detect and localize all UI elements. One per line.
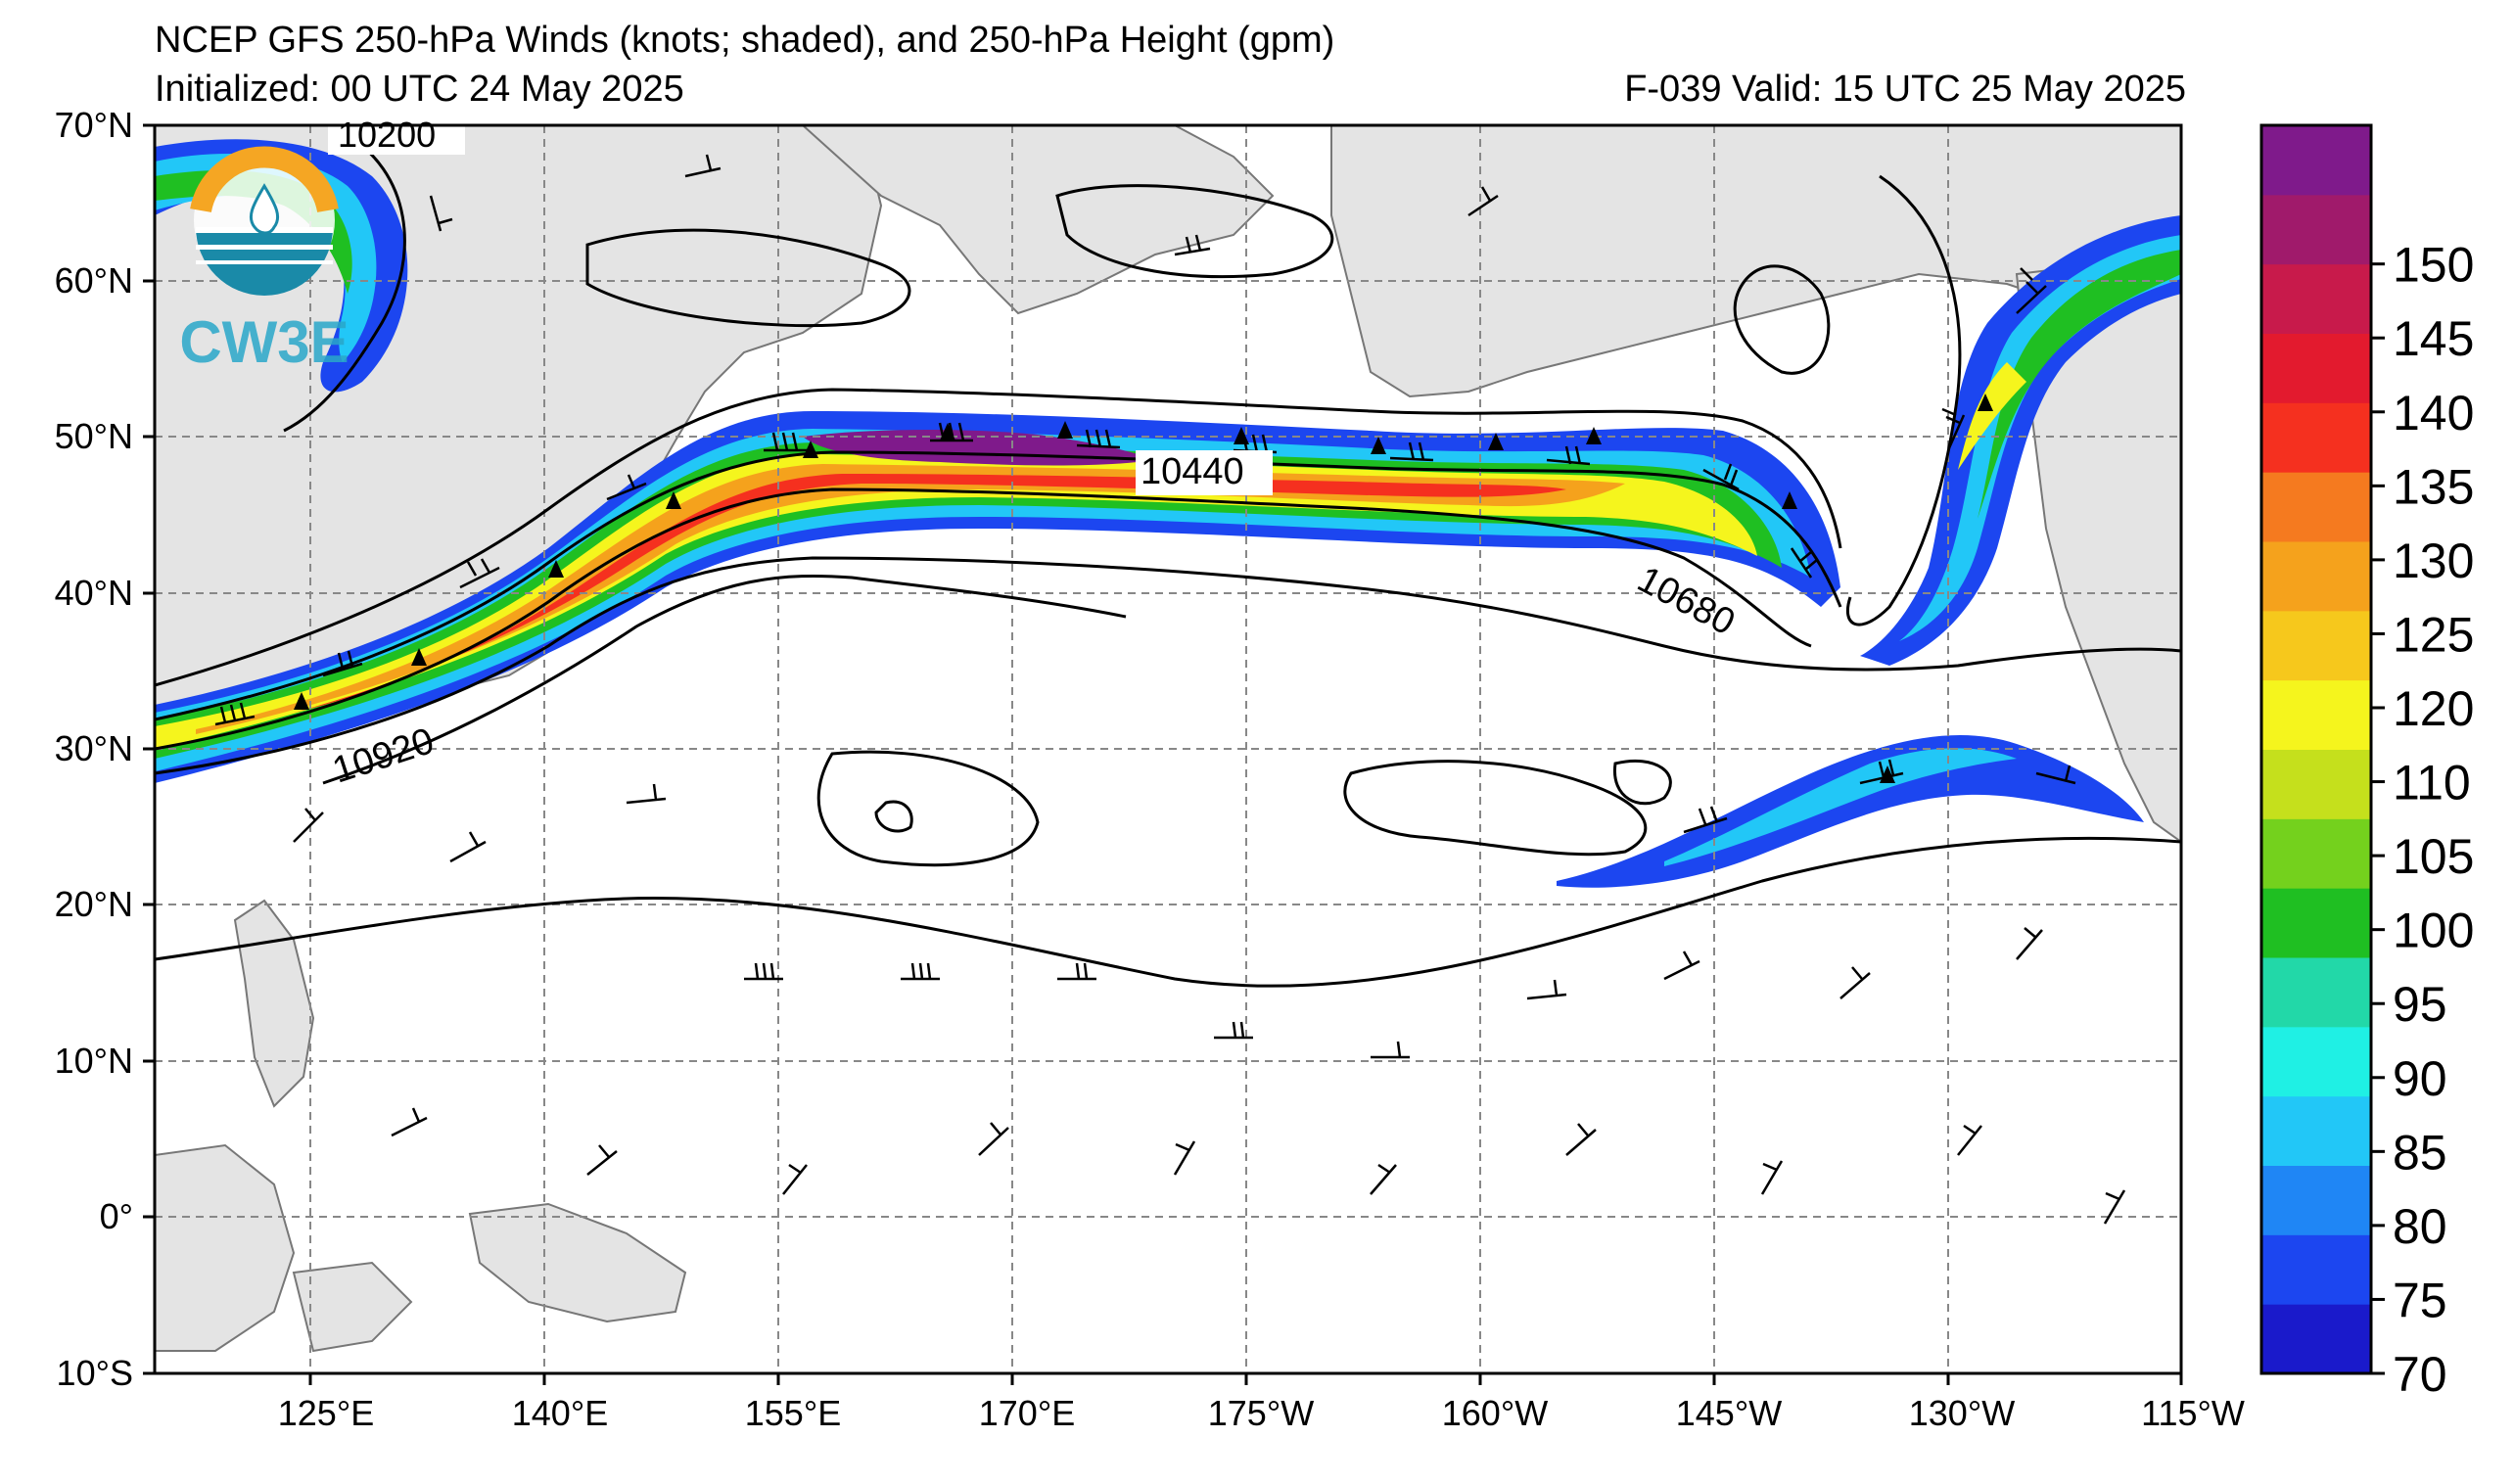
colorbar-segment xyxy=(2261,263,2371,334)
height-contours xyxy=(155,130,2181,988)
lat-label: 30°N xyxy=(55,728,133,768)
lon-label: 175°W xyxy=(1208,1393,1314,1433)
land-philippines xyxy=(233,899,315,1108)
cw3e-logo: CW3E xyxy=(179,146,349,375)
lat-label: 60°N xyxy=(55,260,133,301)
land-north-america-west xyxy=(2015,253,2181,844)
lat-label: 50°N xyxy=(55,416,133,456)
colorbar-tick-label: 140 xyxy=(2393,386,2474,441)
lat-label: 0° xyxy=(100,1196,133,1236)
colorbar-tick-label: 80 xyxy=(2393,1199,2447,1254)
colorbar-segment xyxy=(2261,402,2371,473)
contour-closed-alaska xyxy=(1733,264,1831,375)
contour-nw-loop xyxy=(585,228,911,328)
lat-label: 20°N xyxy=(55,884,133,924)
colorbar-tick-label: 145 xyxy=(2393,311,2474,366)
colorbar-tick-label: 85 xyxy=(2393,1125,2447,1180)
colorbar-segment xyxy=(2261,818,2371,889)
longitude-labels: 125°E 140°E 155°E 170°E 175°W 160°W 145°… xyxy=(278,1393,2245,1433)
init-time: Initialized: 00 UTC 24 May 2025 xyxy=(155,69,684,110)
colorbar-tick-label: 110 xyxy=(2393,756,2471,811)
colorbar-tick-label: 150 xyxy=(2393,238,2474,293)
ne-jet-shading xyxy=(1860,215,2181,666)
colorbar-tick-label: 70 xyxy=(2393,1347,2447,1402)
contour-line-10200 xyxy=(283,130,406,433)
contour-trough-east xyxy=(1845,174,1962,626)
colorbar-tick-label: 125 xyxy=(2393,607,2474,662)
lon-label: 155°E xyxy=(745,1393,841,1433)
wind-barbs xyxy=(214,154,2126,1225)
lon-label: 170°E xyxy=(979,1393,1075,1433)
colorbar-tick-label: 105 xyxy=(2393,829,2474,884)
colorbar-tick-label: 120 xyxy=(2393,681,2474,736)
lon-label: 115°W xyxy=(2141,1393,2245,1433)
colorbar-tick-label: 135 xyxy=(2393,459,2474,514)
contour-label-10200: 10200 xyxy=(338,115,436,155)
lat-label: 70°N xyxy=(55,105,133,145)
contour-line-mid xyxy=(155,487,1812,751)
colorbar-segment xyxy=(2261,1095,2371,1166)
colorbar-tick-label: 130 xyxy=(2393,533,2474,588)
colorbar-segment xyxy=(2261,957,2371,1028)
colorbar-segment xyxy=(2261,888,2371,958)
colorbar-segment xyxy=(2261,541,2371,612)
colorbar-segment xyxy=(2261,679,2371,750)
valid-time: F-039 Valid: 15 UTC 25 May 2025 xyxy=(1624,69,2186,110)
lon-label: 125°E xyxy=(278,1393,374,1433)
colorbar-tick-label: 95 xyxy=(2393,977,2447,1032)
colorbar: 150 145 140 135 130 125 120 110 105 100 95 90 85 80 75… xyxy=(2259,123,2474,1402)
lat-label: 40°N xyxy=(55,573,133,613)
contour-loop-east xyxy=(1343,760,1648,857)
subtropical-jet-shading xyxy=(1557,735,2144,888)
land-kamchatka-siberia xyxy=(801,125,1275,315)
map-title: NCEP GFS 250-hPa Winds (knots; shaded), … xyxy=(155,20,1335,61)
colorbar-segment xyxy=(2261,1304,2371,1374)
contour-line-10680 xyxy=(155,556,2181,775)
lon-label: 130°W xyxy=(1909,1393,2015,1433)
land-new-guinea xyxy=(468,1202,687,1323)
colorbar-segment xyxy=(2261,1026,2371,1097)
colorbar-segment xyxy=(2261,125,2371,196)
colorbar-segment xyxy=(2261,333,2371,403)
colorbar-segment xyxy=(2261,1234,2371,1305)
colorbar-segment xyxy=(2261,749,2371,819)
logo-text: CW3E xyxy=(179,309,349,375)
colorbar-tick-label: 75 xyxy=(2393,1273,2447,1327)
lon-label: 140°E xyxy=(512,1393,608,1433)
contour-label-10440: 10440 xyxy=(1141,451,1244,492)
colorbar-frame xyxy=(2259,123,2373,1375)
land-borneo-indonesia xyxy=(155,1143,296,1352)
contour-line-north-a xyxy=(155,388,1842,687)
colorbar-tick-label: 100 xyxy=(2393,904,2474,958)
colorbar-tick-label: 90 xyxy=(2393,1051,2447,1106)
contour-closed-north xyxy=(1055,184,1334,279)
contour-ring-small xyxy=(874,800,913,833)
contour-line-south xyxy=(155,836,2181,988)
contour-ring-high xyxy=(816,750,1040,867)
lat-label: 10°N xyxy=(55,1041,133,1081)
lat-label: 10°S xyxy=(57,1353,133,1393)
colorbar-segment xyxy=(2261,610,2371,681)
graticule xyxy=(155,125,2181,1373)
colorbar-segment xyxy=(2261,472,2371,542)
lon-label: 160°W xyxy=(1442,1393,1548,1433)
contour-line-10920 xyxy=(322,574,1127,785)
colorbar-segment xyxy=(2261,194,2371,265)
latitude-labels: 70°N 60°N 50°N 40°N 30°N 20°N 10°N 0° 10… xyxy=(55,105,133,1393)
contour-loop-subtropic xyxy=(1613,759,1672,806)
lon-label: 145°W xyxy=(1676,1393,1782,1433)
contour-line-10440 xyxy=(155,450,1842,721)
colorbar-segment xyxy=(2261,1165,2371,1235)
